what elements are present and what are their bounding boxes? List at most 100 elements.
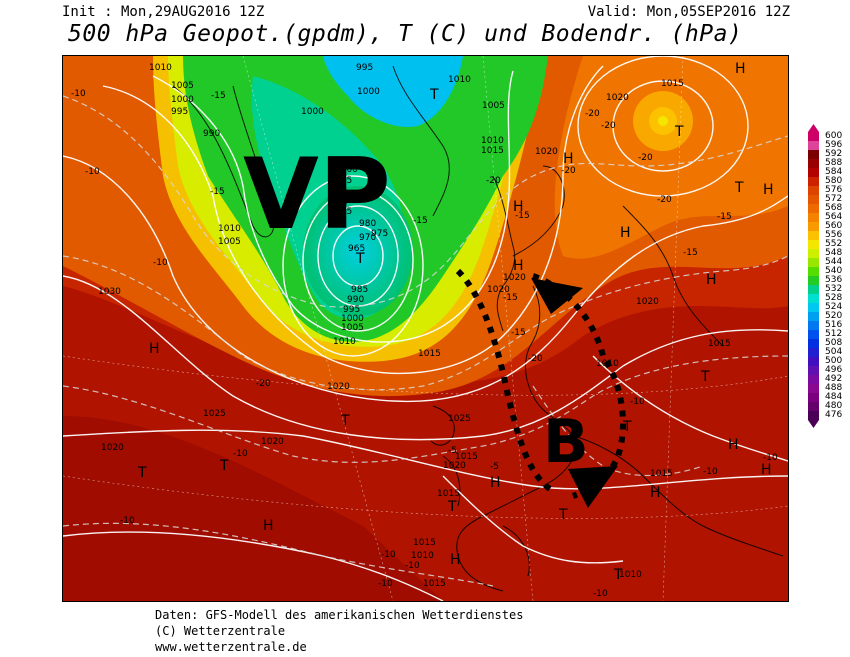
legend-entry: 564 bbox=[808, 212, 848, 222]
legend-swatch bbox=[808, 411, 819, 420]
isobar-label: 985 bbox=[335, 207, 352, 217]
center-t: T bbox=[700, 369, 710, 385]
legend-entry: 500 bbox=[808, 356, 848, 366]
legend-entry: 484 bbox=[808, 392, 848, 402]
legend-entry: 540 bbox=[808, 266, 848, 276]
legend-swatch bbox=[808, 384, 819, 393]
arrow-north bbox=[531, 278, 583, 314]
isotherm-label: -5 bbox=[490, 462, 499, 472]
legend-swatch bbox=[808, 285, 819, 294]
isobar-label: 1015 bbox=[418, 349, 441, 359]
legend-swatch bbox=[808, 339, 819, 348]
legend-value: 524 bbox=[825, 302, 843, 312]
isotherm-label: -10 bbox=[405, 561, 420, 571]
isotherm-label: -10 bbox=[120, 516, 135, 526]
isobar-label: 995 bbox=[356, 63, 373, 73]
legend-value: 572 bbox=[825, 194, 843, 204]
grid bbox=[63, 56, 788, 601]
legend-swatch bbox=[808, 132, 819, 141]
center-t: T bbox=[219, 458, 229, 474]
isotherm-label: -10 bbox=[71, 89, 86, 99]
isotherm-label: -20 bbox=[256, 379, 271, 389]
isotherm-label: -15 bbox=[683, 248, 698, 258]
isobar-label: 995 bbox=[335, 176, 352, 186]
isotherm-label: -10 bbox=[153, 258, 168, 268]
isotherm-label: -10 bbox=[630, 397, 645, 407]
legend-entry: 588 bbox=[808, 158, 848, 168]
legend-value: 532 bbox=[825, 284, 843, 294]
legend-swatch bbox=[808, 231, 819, 240]
isobar-label: 1010 bbox=[218, 224, 241, 234]
isobar-label: 990 bbox=[347, 295, 364, 305]
isobar-label: 1005 bbox=[171, 81, 194, 91]
isobar-label: 1020 bbox=[636, 297, 659, 307]
legend-entry: 532 bbox=[808, 284, 848, 294]
legend-value: 528 bbox=[825, 293, 843, 303]
legend-entry: 492 bbox=[808, 374, 848, 384]
isotherm-label: -20 bbox=[561, 166, 576, 176]
center-h: H bbox=[450, 552, 461, 568]
center-t: T bbox=[674, 124, 684, 140]
map-title: 500 hPa Geopot.(gpdm), T (C) und Bodendr… bbox=[68, 21, 743, 47]
legend-value: 500 bbox=[825, 356, 843, 366]
valid-time: Valid: Mon,05SEP2016 12Z bbox=[587, 4, 790, 20]
isotherm-label: -15 bbox=[503, 293, 518, 303]
isotherm-label: -15 bbox=[717, 212, 732, 222]
center-t: T bbox=[340, 413, 350, 429]
center-h: H bbox=[490, 475, 501, 491]
isobar-label: 1010 bbox=[448, 75, 471, 85]
legend-swatch bbox=[808, 330, 819, 339]
legend-value: 520 bbox=[825, 311, 843, 321]
legend-entry: 596 bbox=[808, 140, 848, 150]
legend-entry: 576 bbox=[808, 185, 848, 195]
legend-value: 492 bbox=[825, 374, 843, 384]
legend-value: 544 bbox=[825, 257, 843, 267]
isotherm-label: -15 bbox=[211, 91, 226, 101]
legend-value: 512 bbox=[825, 329, 843, 339]
isotherm-label: -15 bbox=[210, 187, 225, 197]
footer-copyright: (C) Wetterzentrale bbox=[155, 624, 286, 638]
isobar-label: 1010 bbox=[481, 136, 504, 146]
legend-swatch bbox=[808, 186, 819, 195]
isobar-label: 1020 bbox=[535, 147, 558, 157]
legend-value: 504 bbox=[825, 347, 843, 357]
legend-value: 476 bbox=[825, 410, 843, 420]
legend-swatch bbox=[808, 393, 819, 402]
legend-swatch bbox=[808, 321, 819, 330]
isobar-label: 1020 bbox=[101, 443, 124, 453]
legend-cap-bottom bbox=[808, 420, 819, 428]
legend-swatch bbox=[808, 357, 819, 366]
isobar-label: 1010 bbox=[619, 570, 642, 580]
center-h: H bbox=[761, 462, 772, 478]
center-h: H bbox=[263, 518, 274, 534]
legend-value: 484 bbox=[825, 392, 843, 402]
legend-value: 536 bbox=[825, 275, 843, 285]
center-t: T bbox=[622, 419, 632, 435]
legend-swatch bbox=[808, 375, 819, 384]
isobar-label: 1010 bbox=[149, 63, 172, 73]
legend-swatch bbox=[808, 402, 819, 411]
legend-value: 576 bbox=[825, 185, 843, 195]
legend-value: 556 bbox=[825, 230, 843, 240]
arrow-south bbox=[568, 466, 618, 508]
isotherm-label: -15 bbox=[511, 328, 526, 338]
legend-swatch bbox=[808, 267, 819, 276]
legend-value: 588 bbox=[825, 158, 843, 168]
legend-swatch bbox=[808, 141, 819, 150]
isobar-label: 995 bbox=[171, 107, 188, 117]
legend-swatch bbox=[808, 168, 819, 177]
legend-entry: 572 bbox=[808, 194, 848, 204]
vp-label: VP bbox=[243, 138, 391, 252]
isobar-label: 1015 bbox=[455, 452, 478, 462]
isotherm-label: -10 bbox=[703, 467, 718, 477]
legend-entry: 548 bbox=[808, 248, 848, 258]
isotherm-label: -10 bbox=[381, 550, 396, 560]
coastlines bbox=[172, 65, 784, 592]
legend-value: 564 bbox=[825, 212, 843, 222]
footer-source: Daten: GFS-Modell des amerikanischen Wet… bbox=[155, 608, 524, 622]
isobar-label: 1000 bbox=[301, 107, 324, 117]
center-t: T bbox=[613, 567, 623, 583]
legend-value: 508 bbox=[825, 338, 843, 348]
legend-swatch bbox=[808, 177, 819, 186]
legend-value: 596 bbox=[825, 140, 843, 150]
